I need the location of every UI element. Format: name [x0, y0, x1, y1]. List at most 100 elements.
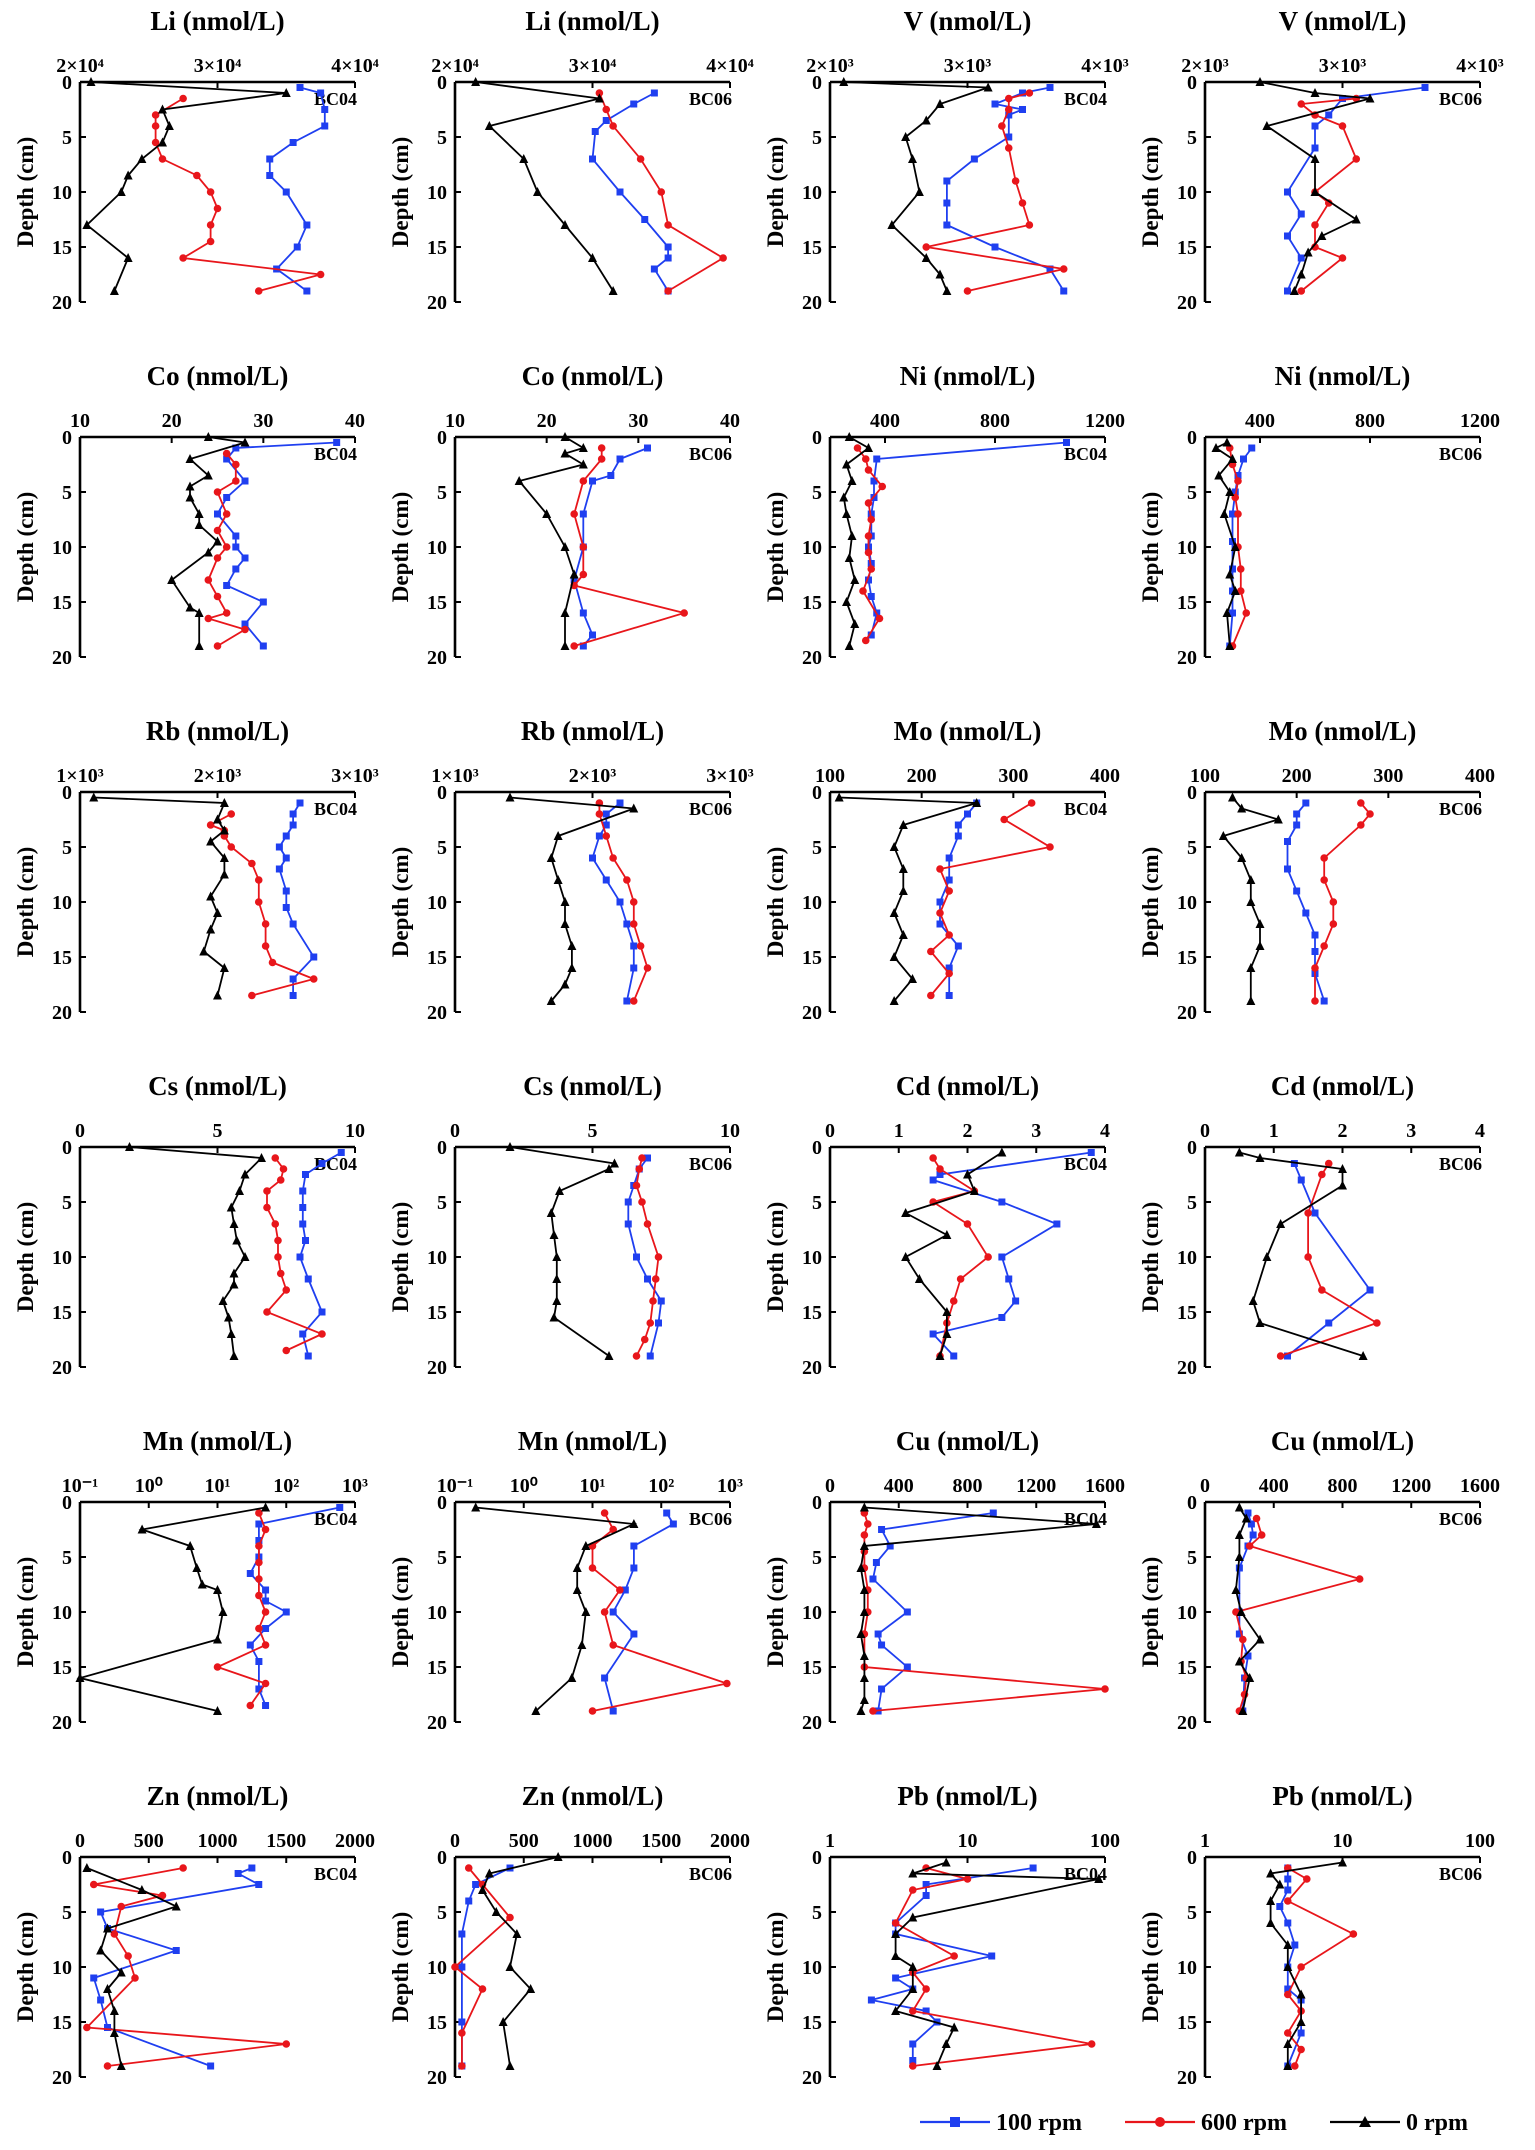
data-point — [898, 820, 908, 829]
data-point — [1284, 1985, 1292, 1993]
data-point — [581, 1541, 591, 1550]
series-0rpm — [505, 792, 639, 1005]
data-point — [246, 1570, 254, 1577]
data-point — [572, 1585, 582, 1594]
data-point — [1018, 199, 1027, 207]
data-point — [963, 1220, 972, 1228]
y-axis-label: Depth (cm) — [763, 1202, 788, 1313]
data-point — [484, 121, 494, 130]
data-point — [321, 122, 329, 130]
x-tick-label: 4×10³ — [1081, 55, 1128, 77]
y-tick-label: 0 — [62, 1847, 72, 1869]
data-point — [1228, 454, 1237, 463]
series-line-0rpm — [509, 1146, 617, 1357]
x-tick-label: 1 — [825, 1830, 835, 1852]
series-600rpm — [1232, 1514, 1364, 1715]
data-point — [491, 1907, 501, 1916]
x-tick-label: 30 — [628, 410, 648, 432]
data-point — [560, 432, 570, 441]
data-point — [255, 1509, 263, 1517]
data-point — [864, 443, 873, 452]
y-tick-label: 5 — [812, 837, 822, 859]
data-point — [109, 286, 119, 295]
site-label: BC04 — [314, 444, 357, 464]
y-tick-label: 20 — [52, 647, 72, 669]
data-point — [226, 1202, 236, 1212]
data-point — [1059, 265, 1068, 273]
data-point — [151, 111, 160, 119]
data-point — [458, 2029, 466, 2037]
data-point — [1351, 214, 1361, 224]
data-point — [282, 887, 290, 895]
data-point — [664, 221, 672, 229]
data-point — [646, 1319, 655, 1327]
y-tick-label: 15 — [802, 2012, 822, 2034]
series-100rpm — [1284, 1160, 1374, 1360]
data-point — [240, 1169, 250, 1179]
series-0rpm — [839, 432, 873, 650]
series-0rpm — [839, 77, 993, 295]
panel-8: Ni (nmol/L)400 800 1200 0 5 10 15 20 Depth (cm) B… — [1138, 361, 1500, 669]
data-point — [898, 864, 908, 873]
data-point — [542, 509, 552, 518]
data-point — [859, 1585, 869, 1594]
data-point — [908, 1962, 918, 1971]
data-point — [859, 1673, 869, 1682]
data-point — [246, 1701, 255, 1710]
y-tick-label: 20 — [1177, 1002, 1197, 1024]
x-tick-label: 0 — [75, 1120, 85, 1142]
x-tick-label: 400 — [1259, 1475, 1289, 1497]
y-tick-label: 10 — [802, 1247, 822, 1269]
data-point — [657, 1297, 665, 1305]
data-point — [206, 891, 216, 901]
data-point — [179, 254, 187, 262]
data-point — [309, 975, 318, 983]
data-point — [552, 1274, 562, 1283]
data-point — [602, 821, 610, 829]
site-label: BC06 — [1439, 799, 1482, 819]
panel-title: Zn (nmol/L) — [522, 1781, 664, 1811]
data-point — [998, 1198, 1006, 1206]
data-point — [219, 853, 229, 862]
data-point — [116, 187, 126, 196]
series-100rpm — [589, 799, 638, 1005]
data-point — [224, 1312, 233, 1322]
panel-12: Mo (nmol/L) 100 200 300 400 0 5 10 15 20 Depth (cm… — [1138, 716, 1495, 1024]
x-tick-label: 2×10³ — [1181, 55, 1228, 77]
data-point — [1325, 111, 1333, 119]
data-point — [505, 792, 515, 802]
data-point — [1229, 609, 1236, 617]
data-point — [261, 942, 270, 950]
data-point — [1012, 1297, 1020, 1305]
data-point — [1297, 2029, 1305, 2037]
data-point — [275, 843, 283, 851]
data-point — [644, 1275, 651, 1283]
y-tick-label: 20 — [427, 1002, 447, 1024]
x-tick-label: 10³ — [717, 1475, 743, 1497]
data-point — [299, 1187, 307, 1195]
x-tick-label: 4×10³ — [1456, 55, 1503, 77]
data-point — [203, 432, 213, 441]
x-tick-label: 3 — [1031, 1120, 1041, 1142]
data-point — [197, 1579, 207, 1589]
y-tick-label: 5 — [437, 127, 447, 149]
x-tick-label: 5 — [588, 1120, 598, 1142]
data-point — [549, 1312, 559, 1322]
data-point — [1338, 1164, 1347, 1173]
x-tick-label: 100 — [1465, 1830, 1495, 1852]
data-point — [207, 2062, 215, 2070]
data-point — [232, 444, 240, 452]
data-point — [891, 1919, 900, 1927]
data-point — [222, 449, 231, 458]
series-line-600rpm — [1228, 447, 1248, 647]
data-point — [1276, 1903, 1284, 1910]
y-tick-label: 10 — [802, 182, 822, 204]
data-point — [560, 897, 570, 906]
data-point — [589, 155, 596, 163]
data-point — [223, 582, 231, 589]
data-point — [844, 432, 854, 441]
data-point — [254, 876, 263, 884]
data-point — [864, 466, 873, 474]
data-point — [302, 1237, 309, 1244]
series-600rpm — [204, 449, 249, 650]
